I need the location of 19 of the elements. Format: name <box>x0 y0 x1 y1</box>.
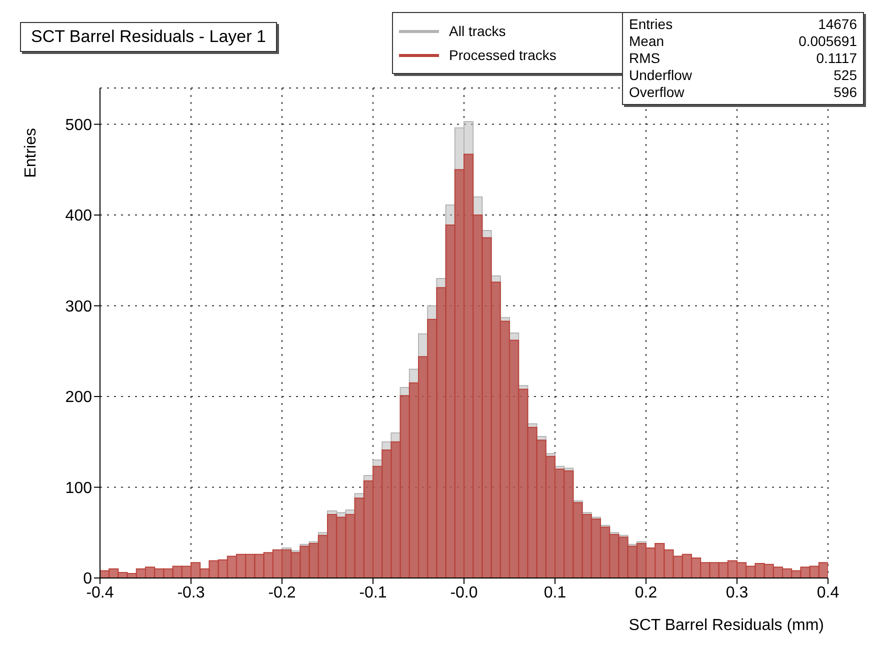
x-tick-label: 0.1 <box>544 584 566 602</box>
x-tick-label: 0.2 <box>634 584 658 602</box>
legend-label: Processed tracks <box>449 47 556 63</box>
x-tick-label: 0.3 <box>726 584 748 602</box>
y-tick-label: 300 <box>65 298 92 316</box>
title-box: SCT Barrel Residuals - Layer 1 <box>20 22 277 52</box>
x-tick-label: -0.3 <box>177 584 205 602</box>
y-axis-title: Entries <box>22 128 40 178</box>
y-tick-label: 500 <box>65 116 92 134</box>
x-axis-title: SCT Barrel Residuals (mm) <box>628 617 824 634</box>
stats-box: Entries 14676 Mean 0.005691 RMS 0.1117 Underflow 525 Overflow 596 <box>622 12 864 105</box>
y-tick-label: 400 <box>65 208 92 225</box>
y-tick-label: 200 <box>65 389 92 406</box>
x-tick-label: -0.1 <box>359 584 387 602</box>
x-tick-label: -0.2 <box>268 584 296 602</box>
y-tick-label: 100 <box>65 480 92 497</box>
x-tick-label: 0.4 <box>816 584 840 602</box>
x-tick-label: -0.0 <box>450 584 478 602</box>
legend-label: All tracks <box>449 23 506 39</box>
